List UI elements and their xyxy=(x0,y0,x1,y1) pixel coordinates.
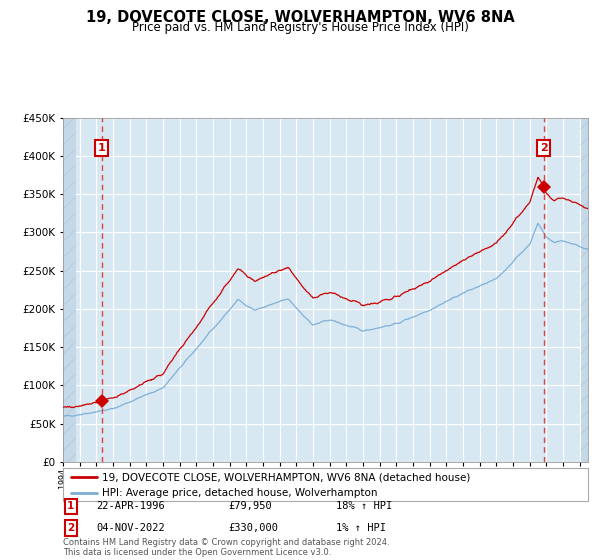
Text: Contains HM Land Registry data © Crown copyright and database right 2024.
This d: Contains HM Land Registry data © Crown c… xyxy=(63,538,389,557)
Bar xyxy=(581,118,588,462)
Text: HPI: Average price, detached house, Wolverhampton: HPI: Average price, detached house, Wolv… xyxy=(103,488,378,498)
Text: Price paid vs. HM Land Registry's House Price Index (HPI): Price paid vs. HM Land Registry's House … xyxy=(131,21,469,34)
Text: 1: 1 xyxy=(98,143,106,153)
Text: £330,000: £330,000 xyxy=(228,523,278,533)
Text: 18% ↑ HPI: 18% ↑ HPI xyxy=(336,501,392,511)
Text: 1: 1 xyxy=(67,501,74,511)
Text: 2: 2 xyxy=(67,523,74,533)
Text: 1% ↑ HPI: 1% ↑ HPI xyxy=(336,523,386,533)
Text: 19, DOVECOTE CLOSE, WOLVERHAMPTON, WV6 8NA (detached house): 19, DOVECOTE CLOSE, WOLVERHAMPTON, WV6 8… xyxy=(103,472,471,482)
Text: 04-NOV-2022: 04-NOV-2022 xyxy=(96,523,165,533)
Text: 19, DOVECOTE CLOSE, WOLVERHAMPTON, WV6 8NA: 19, DOVECOTE CLOSE, WOLVERHAMPTON, WV6 8… xyxy=(86,10,514,25)
Text: 2: 2 xyxy=(540,143,548,153)
Bar xyxy=(63,118,76,462)
Text: 22-APR-1996: 22-APR-1996 xyxy=(96,501,165,511)
Text: £79,950: £79,950 xyxy=(228,501,272,511)
